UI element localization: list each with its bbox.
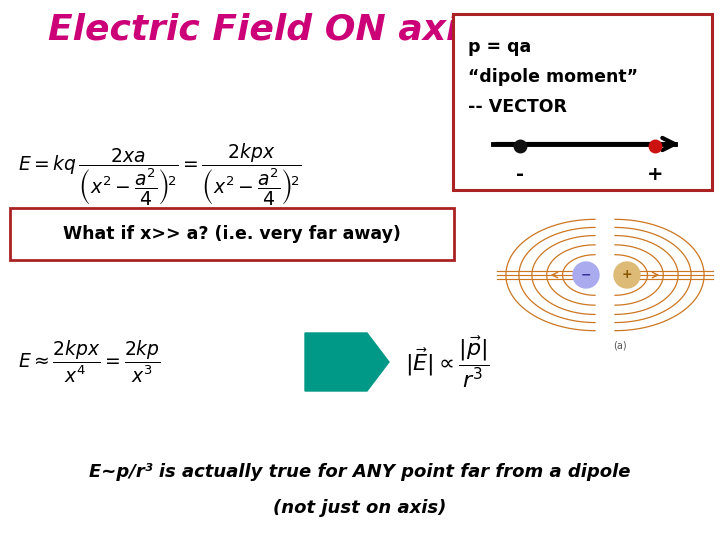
Text: (a): (a) bbox=[613, 341, 627, 351]
Text: p = qa: p = qa bbox=[468, 38, 531, 56]
Text: (not just on axis): (not just on axis) bbox=[274, 499, 446, 517]
Text: −: − bbox=[581, 268, 591, 281]
Text: E~p/r³ is actually true for ANY point far from a dipole: E~p/r³ is actually true for ANY point fa… bbox=[89, 463, 631, 481]
Text: $|\vec{E}| \propto \dfrac{|\vec{p}|}{r^3}$: $|\vec{E}| \propto \dfrac{|\vec{p}|}{r^3… bbox=[405, 334, 490, 390]
Text: “dipole moment”: “dipole moment” bbox=[468, 68, 638, 86]
FancyBboxPatch shape bbox=[10, 208, 454, 260]
Text: -: - bbox=[516, 165, 524, 184]
Text: $E = kq\,\dfrac{2xa}{\left(x^2 - \dfrac{a^2}{4}\right)^{\!2}} = \dfrac{2kpx}{\le: $E = kq\,\dfrac{2xa}{\left(x^2 - \dfrac{… bbox=[18, 142, 302, 208]
Circle shape bbox=[573, 262, 599, 288]
FancyBboxPatch shape bbox=[453, 14, 712, 190]
Text: +: + bbox=[621, 268, 632, 281]
Text: +: + bbox=[647, 165, 663, 184]
Text: What if x>> a? (i.e. very far away): What if x>> a? (i.e. very far away) bbox=[63, 225, 401, 243]
Polygon shape bbox=[305, 333, 389, 391]
Text: Electric Field ON axis of dipole: Electric Field ON axis of dipole bbox=[48, 13, 672, 47]
Text: $E \approx \dfrac{2kpx}{x^4} = \dfrac{2kp}{x^3}$: $E \approx \dfrac{2kpx}{x^4} = \dfrac{2k… bbox=[18, 339, 161, 385]
Text: -- VECTOR: -- VECTOR bbox=[468, 98, 567, 116]
Circle shape bbox=[614, 262, 640, 288]
